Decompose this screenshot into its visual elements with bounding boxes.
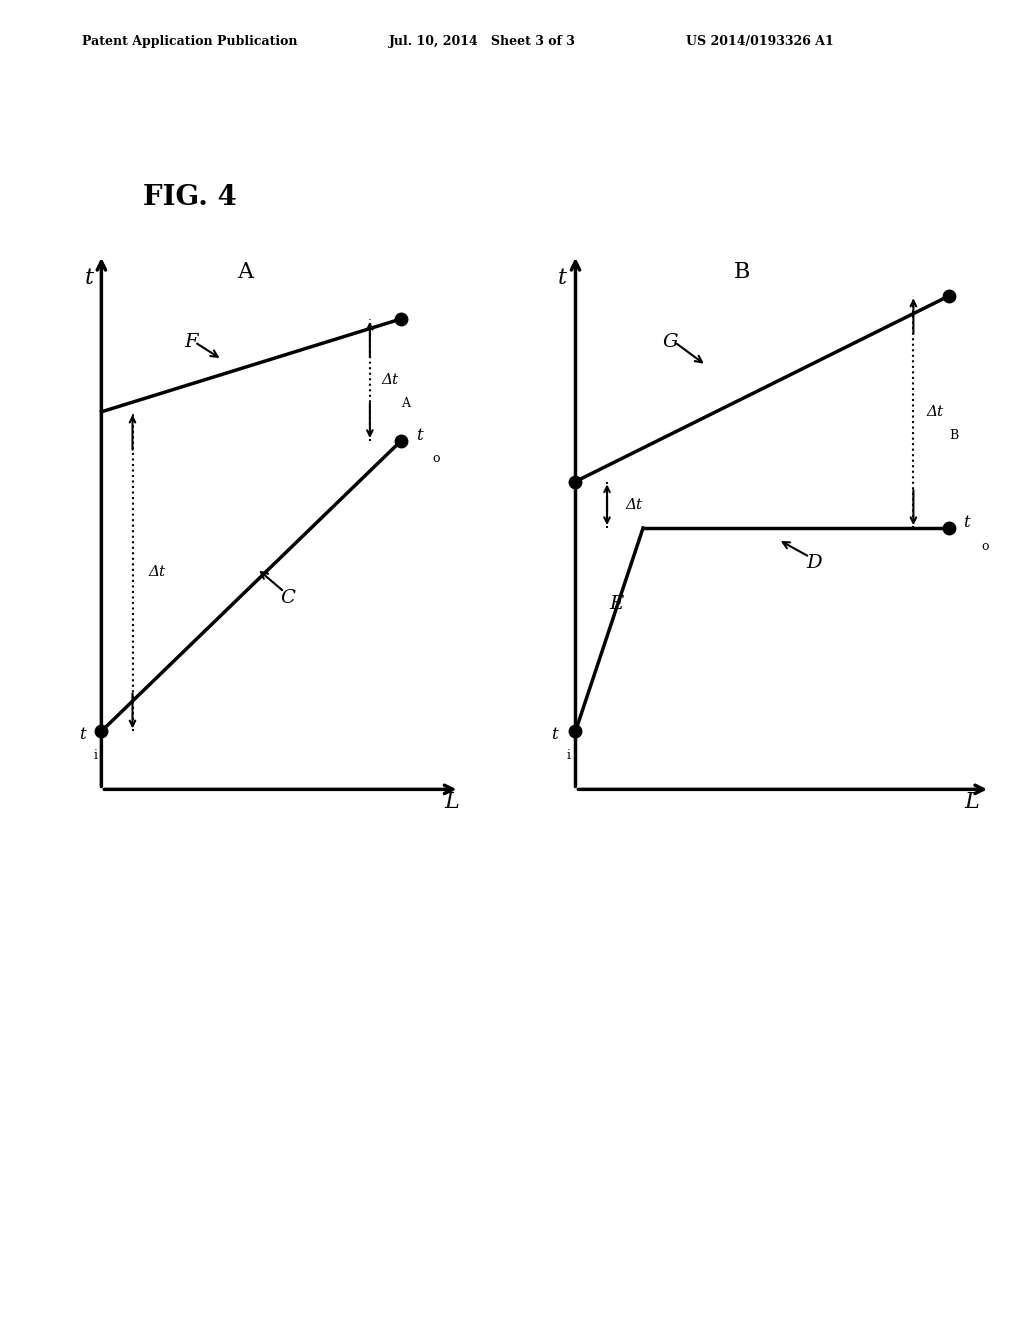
Text: t: t [551,726,557,743]
Text: Δt: Δt [927,405,944,418]
Text: L: L [965,791,979,813]
Text: C: C [281,589,296,607]
Text: A: A [238,261,253,282]
Text: Patent Application Publication: Patent Application Publication [82,34,297,48]
Text: FIG. 4: FIG. 4 [143,183,238,211]
Text: i: i [566,748,570,762]
Text: Δt: Δt [382,372,398,387]
Text: o: o [432,453,439,466]
Text: US 2014/0193326 A1: US 2014/0193326 A1 [686,34,834,48]
Text: Jul. 10, 2014   Sheet 3 of 3: Jul. 10, 2014 Sheet 3 of 3 [389,34,575,48]
Text: i: i [93,748,97,762]
Text: t: t [963,513,970,531]
Text: B: B [734,261,751,282]
Text: A: A [401,397,410,411]
Text: o: o [981,540,988,553]
Text: B: B [949,429,958,442]
Text: t: t [79,726,86,743]
Text: t: t [417,426,423,444]
Text: G: G [663,333,678,351]
Text: L: L [444,791,459,813]
Text: t: t [85,267,94,289]
Text: E: E [609,594,624,612]
Text: D: D [807,554,822,572]
Text: F: F [184,333,198,351]
Text: Δt: Δt [625,498,642,512]
Text: Δt: Δt [148,565,165,578]
Text: t: t [557,267,566,289]
